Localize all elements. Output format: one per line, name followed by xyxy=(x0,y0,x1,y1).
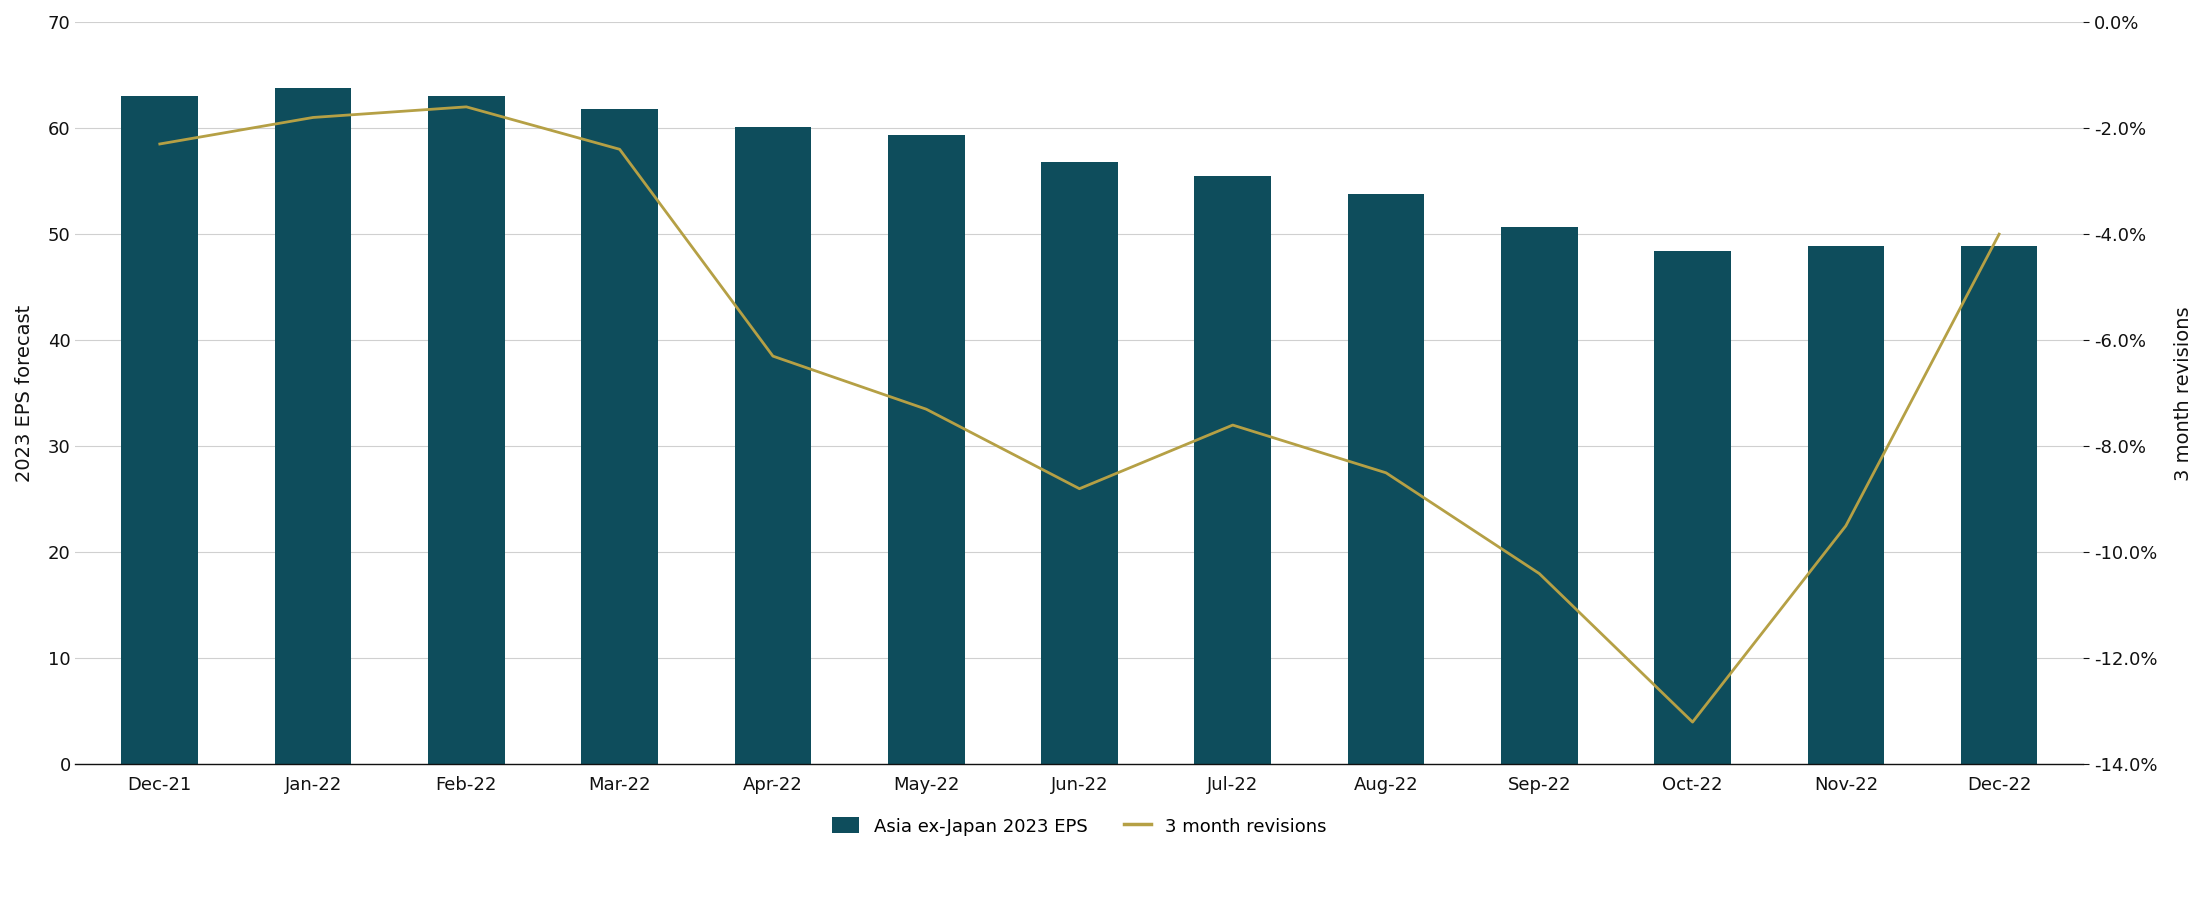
3 month revisions xyxy=(1680,716,1707,727)
Bar xyxy=(735,127,810,764)
3 month revisions xyxy=(1985,229,2011,240)
Bar xyxy=(1195,175,1272,764)
Line: 3 month revisions: 3 month revisions xyxy=(159,107,1998,722)
3 month revisions xyxy=(1373,467,1400,478)
Bar xyxy=(1042,162,1117,764)
3 month revisions xyxy=(1219,420,1245,431)
Bar xyxy=(1501,226,1577,764)
3 month revisions xyxy=(912,404,938,415)
Bar xyxy=(1347,194,1424,764)
3 month revisions xyxy=(146,138,172,149)
Bar xyxy=(1654,251,1731,764)
Bar xyxy=(121,96,199,764)
Y-axis label: 3 month revisions: 3 month revisions xyxy=(2175,306,2193,481)
Bar xyxy=(1961,245,2038,764)
Legend: Asia ex-Japan 2023 EPS, 3 month revisions: Asia ex-Japan 2023 EPS, 3 month revision… xyxy=(824,808,1336,844)
Bar xyxy=(581,109,658,764)
Bar xyxy=(888,135,965,764)
3 month revisions xyxy=(607,144,634,155)
3 month revisions xyxy=(1526,568,1552,579)
Bar xyxy=(428,96,506,764)
3 month revisions xyxy=(1066,484,1093,494)
3 month revisions xyxy=(760,351,786,362)
Y-axis label: 2023 EPS forecast: 2023 EPS forecast xyxy=(15,305,33,482)
Bar xyxy=(1808,245,1883,764)
Bar xyxy=(274,88,351,764)
3 month revisions xyxy=(300,112,327,123)
3 month revisions xyxy=(1833,520,1859,531)
3 month revisions xyxy=(453,102,479,113)
